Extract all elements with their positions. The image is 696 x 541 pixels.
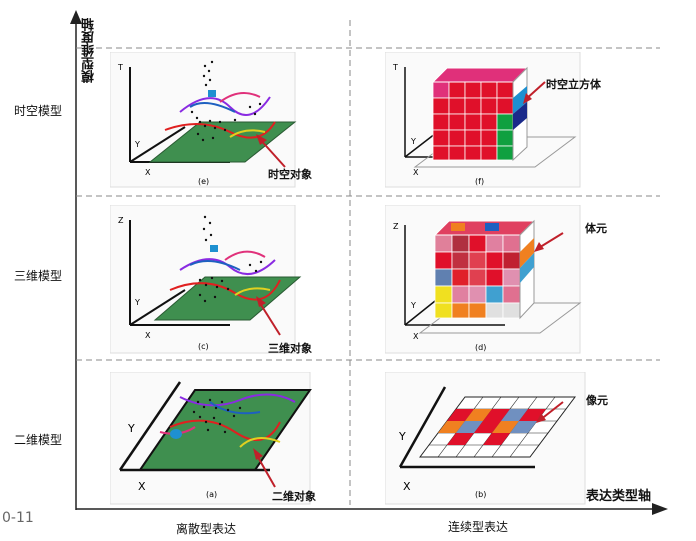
axis-z-label: Z <box>393 222 399 231</box>
panel-d: Z Y X (d) <box>385 205 582 354</box>
y-axis-title: 模型维度轴 <box>82 18 97 83</box>
axis-y-label: Y <box>398 430 406 443</box>
annotation-spacetime-object: 时空对象 <box>268 168 312 181</box>
axis-y-label: Y <box>134 298 140 307</box>
axis-y-label: Y <box>127 422 135 435</box>
axis-x-label: X <box>138 480 146 493</box>
axis-x-label: X <box>145 168 151 177</box>
caption-f: (f) <box>475 177 484 186</box>
panel-e: T Y X (e) <box>110 52 297 188</box>
axis-t-label: T <box>117 63 123 72</box>
row-label-2d: 二维模型 <box>14 433 63 447</box>
panel-a: Y X (a) <box>110 372 312 505</box>
axis-y-label: Y <box>410 301 416 310</box>
axis-y-label: Y <box>410 137 416 146</box>
annotation-spacetime-cube: 时空立方体 <box>546 78 601 91</box>
axis-x-label: X <box>403 480 411 493</box>
annotation-voxel: 体元 <box>585 222 607 235</box>
axis-x-label: X <box>413 332 419 341</box>
annotation-2d-object: 二维对象 <box>272 490 316 503</box>
panel-c: Z Y X (c) <box>110 205 302 354</box>
row-label-3d: 三维模型 <box>14 269 63 283</box>
axis-t-label: T <box>392 63 398 72</box>
x-axis-title: 表达类型轴 <box>586 489 652 504</box>
axis-z-label: Z <box>118 216 124 225</box>
caption-c: (c) <box>198 342 209 351</box>
axis-y-label: Y <box>134 140 140 149</box>
column-label-continuous: 连续型表达 <box>448 520 509 534</box>
axis-x-label: X <box>145 331 151 340</box>
caption-b: (b) <box>475 490 486 499</box>
annotation-3d-object: 三维对象 <box>268 342 312 355</box>
row-label-spacetime: 时空模型 <box>14 104 63 118</box>
panel-f: T Y X (f) <box>385 52 581 188</box>
figure-number: 0-11 <box>2 510 34 526</box>
column-label-discrete: 离散型表达 <box>176 522 237 536</box>
axis-x-label: X <box>413 168 419 177</box>
caption-e: (e) <box>198 177 209 186</box>
caption-d: (d) <box>475 343 486 352</box>
panel-b: Y X (b) <box>385 372 586 505</box>
caption-a: (a) <box>206 490 217 499</box>
annotation-pixel: 像元 <box>586 394 608 407</box>
